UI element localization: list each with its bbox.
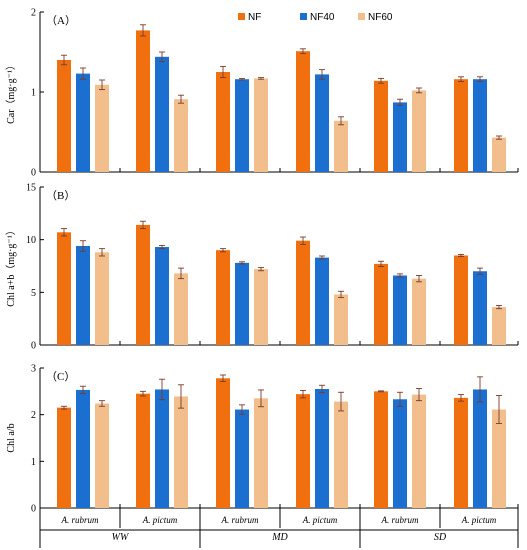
y-tick-label: 0 bbox=[31, 504, 36, 515]
panel-label: （C） bbox=[46, 370, 75, 383]
bar-nf60 bbox=[254, 398, 268, 508]
bar-nf40 bbox=[155, 247, 169, 345]
x-tick-label: A. pictum bbox=[461, 515, 497, 525]
bar-nf bbox=[136, 393, 150, 508]
y-tick-label: 5 bbox=[31, 288, 36, 299]
bar-nf60 bbox=[334, 401, 348, 508]
bar-nf60 bbox=[174, 396, 188, 508]
bar-nf40 bbox=[235, 79, 249, 172]
bar-nf bbox=[454, 397, 468, 508]
y-tick-label: 1 bbox=[31, 457, 36, 468]
bar-nf bbox=[374, 263, 388, 345]
bar-nf bbox=[216, 72, 230, 172]
y-tick-label: 15 bbox=[26, 183, 36, 194]
y-tick-label: 1 bbox=[31, 88, 36, 99]
bar-nf40 bbox=[393, 275, 407, 345]
bar-nf60 bbox=[174, 273, 188, 345]
bar-nf bbox=[136, 30, 150, 173]
bar-nf60 bbox=[174, 99, 188, 172]
bar-nf bbox=[216, 378, 230, 508]
legend-label: NF40 bbox=[310, 12, 335, 23]
y-axis-label: Chl a/b bbox=[6, 423, 17, 452]
condition-label: WW bbox=[112, 532, 130, 543]
bar-nf bbox=[454, 79, 468, 172]
bar-nf bbox=[454, 255, 468, 345]
bar-nf40 bbox=[315, 257, 329, 345]
bar-nf60 bbox=[334, 294, 348, 345]
y-axis-label: Car（mg·g⁻¹） bbox=[5, 60, 17, 124]
bar-nf40 bbox=[76, 245, 90, 345]
bar-nf bbox=[57, 407, 71, 508]
bar-nf60 bbox=[254, 78, 268, 172]
x-tick-label: A. pictum bbox=[142, 515, 178, 525]
legend-swatch-nf40 bbox=[300, 13, 307, 20]
y-tick-label: 0 bbox=[31, 168, 36, 179]
x-tick-label: A. rubrum bbox=[60, 515, 99, 525]
bar-nf40 bbox=[393, 102, 407, 172]
x-tick-label: A. rubrum bbox=[220, 515, 259, 525]
bar-nf bbox=[57, 232, 71, 345]
bar-nf bbox=[374, 80, 388, 172]
bar-nf60 bbox=[412, 90, 426, 172]
bar-nf40 bbox=[473, 79, 487, 172]
panel-label: （A） bbox=[46, 14, 76, 27]
bar-nf40 bbox=[155, 56, 169, 172]
bar-nf bbox=[296, 394, 310, 508]
bar-nf40 bbox=[315, 389, 329, 508]
bar-nf40 bbox=[315, 74, 329, 172]
bar-nf40 bbox=[473, 389, 487, 508]
legend-label: NF bbox=[248, 12, 261, 23]
y-tick-label: 2 bbox=[31, 410, 36, 421]
x-tick-label: A. pictum bbox=[302, 515, 338, 525]
bar-nf40 bbox=[393, 399, 407, 508]
bar-nf60 bbox=[334, 120, 348, 172]
legend-swatch-nf bbox=[238, 13, 245, 20]
y-tick-label: 0 bbox=[31, 341, 36, 352]
bar-nf60 bbox=[95, 252, 109, 345]
bar-nf bbox=[216, 250, 230, 345]
bar-nf60 bbox=[412, 394, 426, 508]
bar-nf bbox=[296, 51, 310, 173]
bar-nf bbox=[136, 224, 150, 345]
bar-nf40 bbox=[155, 389, 169, 508]
panel-label: （B） bbox=[46, 189, 75, 202]
bar-nf40 bbox=[76, 389, 90, 508]
x-tick-label: A. rubrum bbox=[380, 515, 419, 525]
condition-label: MD bbox=[271, 532, 288, 543]
legend-swatch-nf60 bbox=[358, 13, 365, 20]
bar-nf60 bbox=[492, 137, 506, 172]
bar-nf40 bbox=[76, 73, 90, 172]
bar-nf60 bbox=[412, 278, 426, 345]
bar-nf60 bbox=[95, 403, 109, 508]
bar-nf bbox=[57, 60, 71, 172]
bar-nf40 bbox=[235, 409, 249, 508]
bar-nf60 bbox=[254, 269, 268, 345]
bar-nf60 bbox=[492, 307, 506, 345]
bar-nf bbox=[296, 240, 310, 345]
y-tick-label: 10 bbox=[26, 235, 36, 246]
y-tick-label: 3 bbox=[31, 364, 36, 375]
legend-label: NF60 bbox=[368, 12, 393, 23]
y-tick-label: 2 bbox=[31, 8, 36, 19]
bar-nf40 bbox=[235, 262, 249, 345]
condition-label: SD bbox=[434, 532, 447, 543]
bar-nf60 bbox=[95, 84, 109, 172]
bar-nf bbox=[374, 391, 388, 508]
y-axis-label: Chl a+b（mg·g⁻¹） bbox=[5, 225, 17, 306]
bar-nf40 bbox=[473, 271, 487, 345]
bar-nf60 bbox=[492, 409, 506, 508]
